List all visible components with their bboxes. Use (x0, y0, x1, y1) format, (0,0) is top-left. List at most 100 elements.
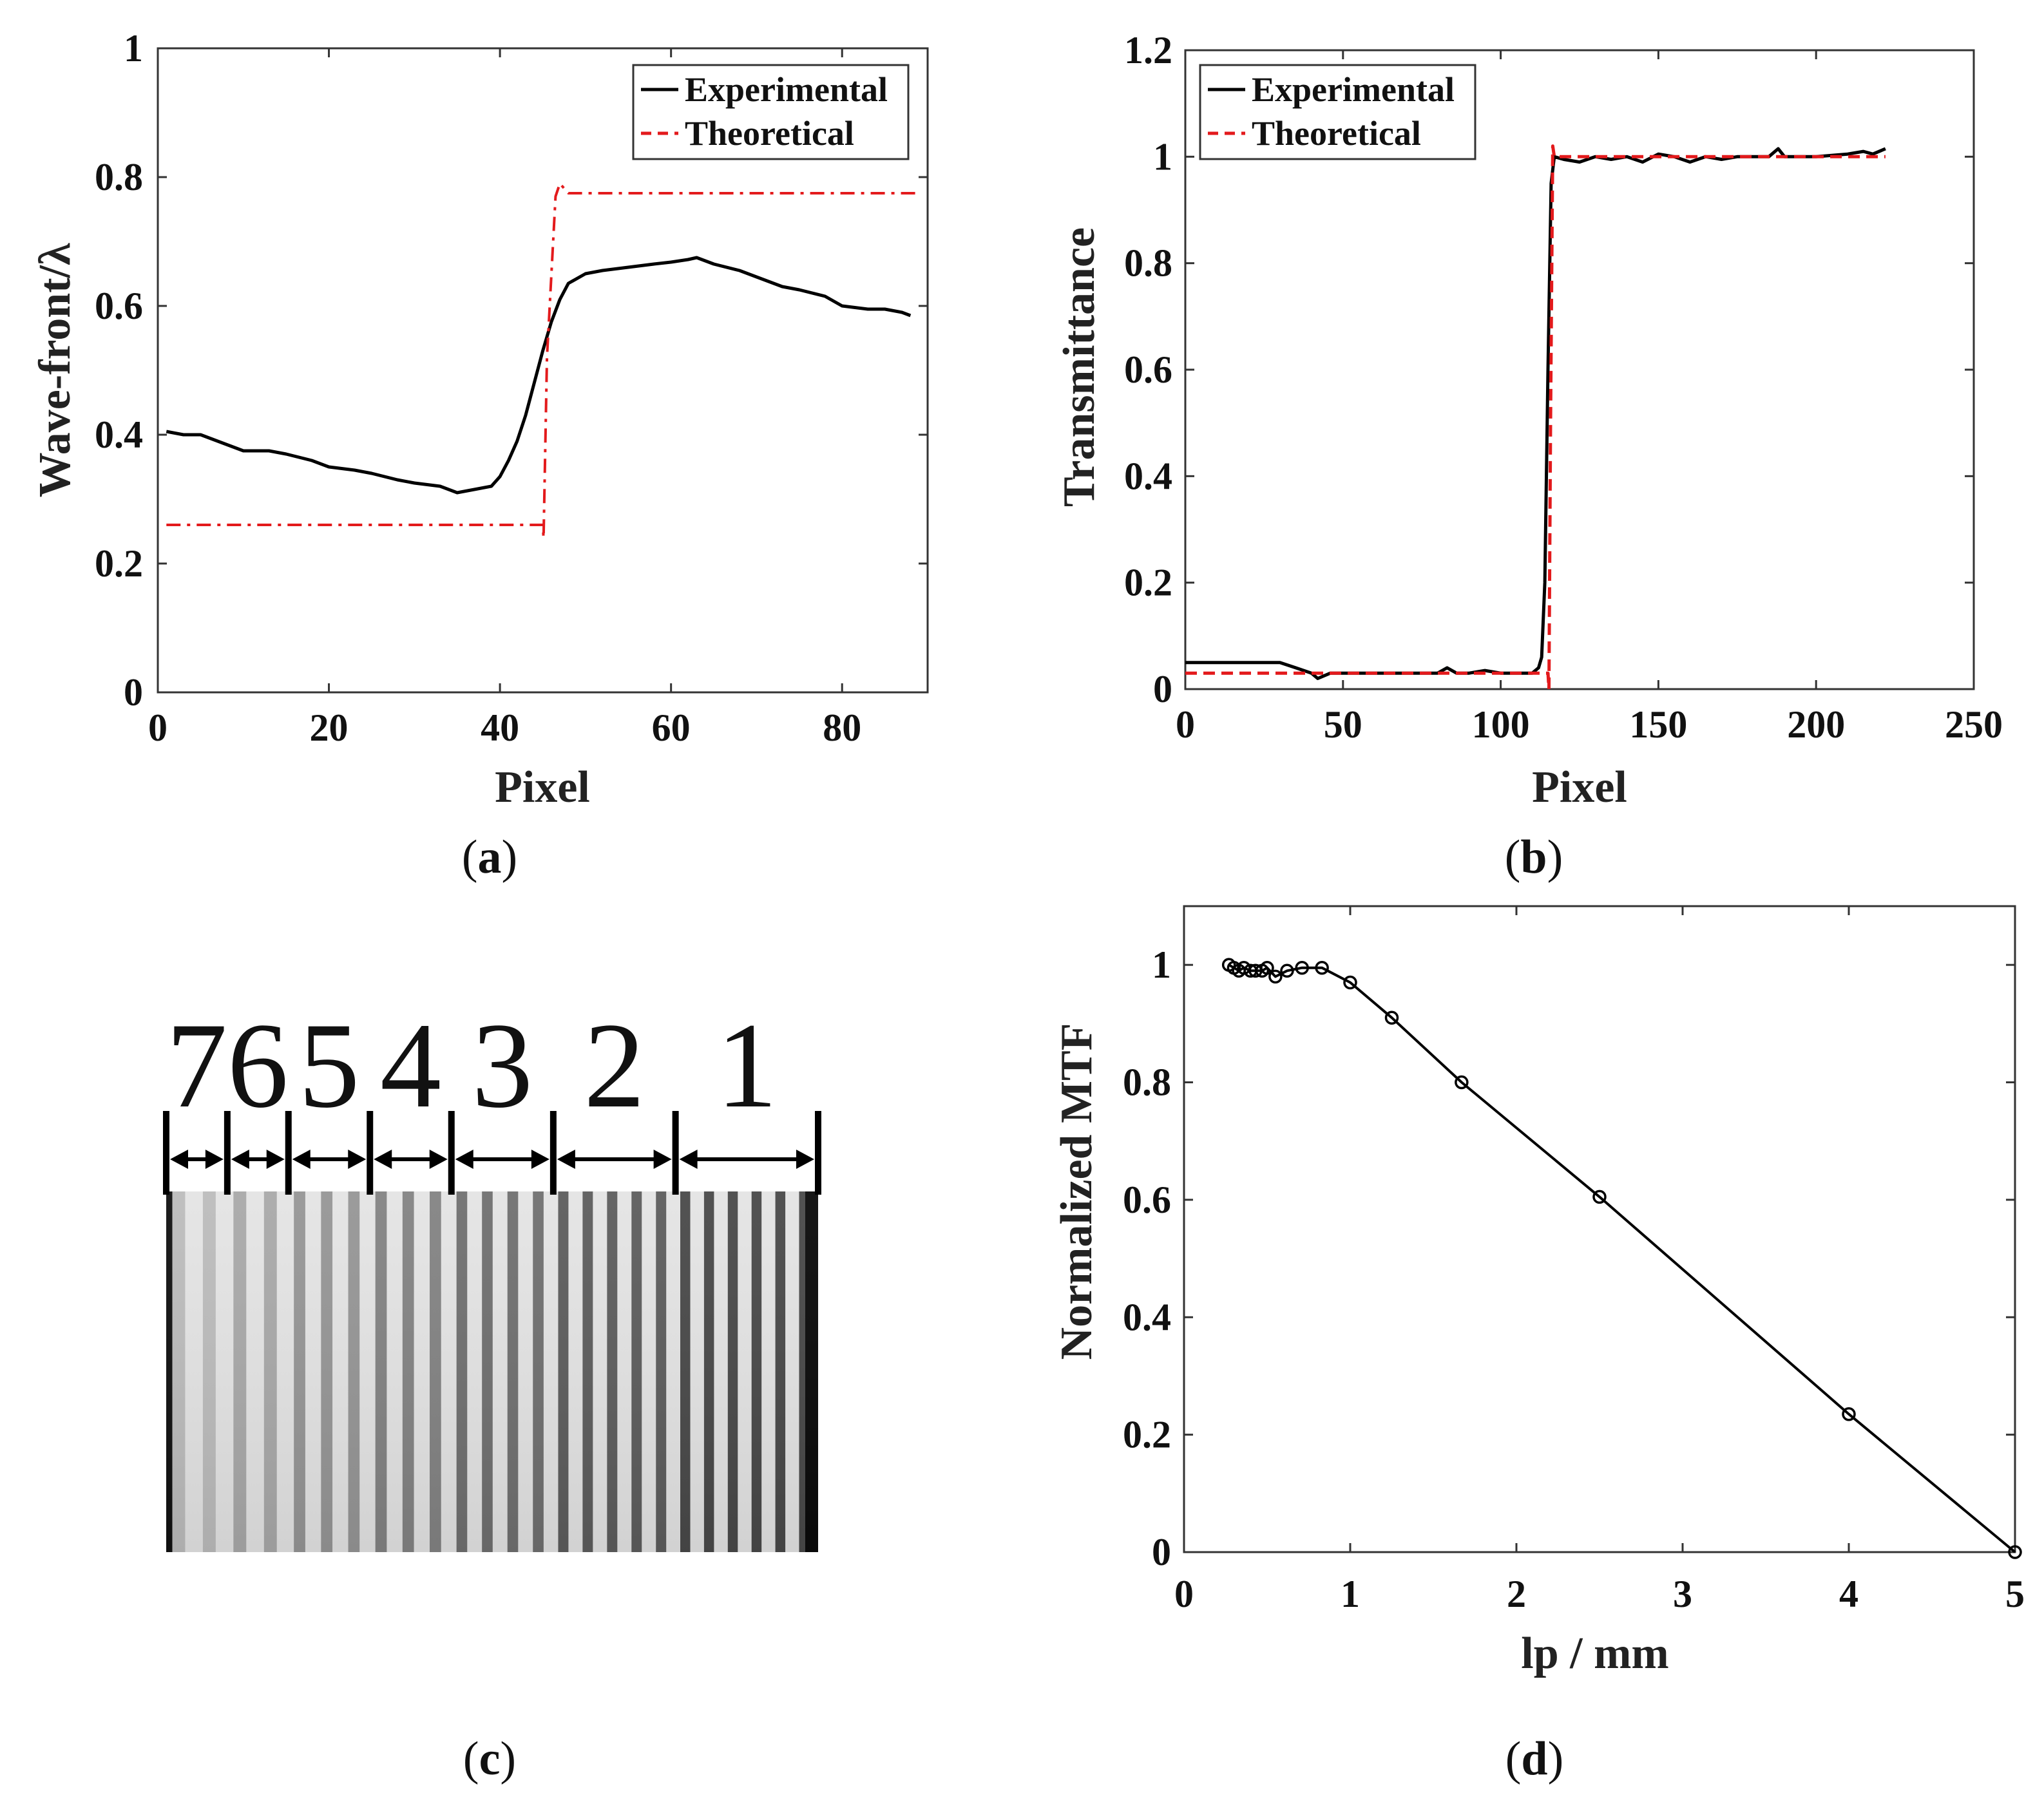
data-point-marker-d (1384, 1010, 1399, 1025)
data-point-marker-d (1455, 1075, 1469, 1090)
bar-group-label: 5 (299, 998, 360, 1133)
data-point-marker-d (1842, 1407, 1856, 1421)
x-tick-label-b: 150 (1629, 703, 1687, 746)
arrowhead-right (531, 1150, 549, 1169)
y-tick-label-a: 1 (124, 27, 143, 70)
x-tick-label-b: 100 (1472, 703, 1530, 746)
plot-area-a (157, 47, 929, 694)
y-tick-label-a: 0.8 (95, 156, 143, 198)
data-point-marker-d (1280, 963, 1294, 978)
chart-d: 0 1 2 3 4 5 0 0.2 0.4 0.6 0.8 1 lp / mm Normalized … (1052, 905, 2025, 1785)
legend-label-experimental-a: Experimental (685, 70, 888, 109)
arrowhead-right (796, 1150, 814, 1169)
y-tick-label-d: 1 (1152, 944, 1171, 986)
legend-b: Experimental Theoretical (1199, 64, 1476, 160)
data-point-marker-d (1343, 975, 1357, 990)
y-tick-label-d: 0.4 (1123, 1296, 1171, 1338)
bar-group-label: 6 (227, 998, 289, 1133)
legend-a: Experimental Theoretical (632, 64, 910, 160)
x-tick-label-d: 1 (1341, 1573, 1360, 1615)
x-tick-label-b: 250 (1945, 703, 2003, 746)
x-tick-label-a: 60 (652, 707, 691, 749)
series-line-theoretical-b (1185, 144, 1886, 691)
arrowhead-right (205, 1150, 224, 1169)
caption-b: (b) (1505, 831, 1563, 884)
arrowhead-left (374, 1150, 392, 1169)
caption-c: (c) (463, 1732, 516, 1785)
y-tick-label-b: 0.8 (1124, 242, 1172, 285)
bar-image-shading (166, 1191, 818, 1552)
arrowhead-left (557, 1150, 575, 1169)
x-tick-label-a: 0 (148, 707, 167, 749)
x-tick-label-b: 50 (1324, 703, 1362, 746)
x-tick-label-d: 5 (2005, 1573, 2025, 1615)
arrowhead-right (653, 1150, 672, 1169)
arrowhead-right (429, 1150, 448, 1169)
caption-d-letter: d (1521, 1732, 1547, 1785)
y-tick-label-a: 0.4 (95, 413, 143, 456)
x-tick-label-d: 2 (1507, 1573, 1526, 1615)
y-tick-label-b: 0 (1153, 668, 1172, 710)
arrowhead-left (679, 1150, 698, 1169)
caption-c-letter: c (479, 1732, 501, 1785)
data-point-marker-d (1315, 960, 1329, 975)
plot-area-d (1183, 905, 2016, 1553)
y-tick-label-a: 0 (124, 671, 143, 714)
series-line-experimental-a (166, 256, 912, 495)
arrowhead-left (170, 1150, 188, 1169)
series-line-experimental-b (1185, 147, 1886, 680)
x-tick-label-a: 80 (823, 707, 861, 749)
x-tick-label-d: 3 (1673, 1573, 1692, 1615)
caption-b-letter: b (1520, 831, 1547, 884)
y-axis-label-b: Transmittance (1055, 227, 1104, 507)
y-tick-label-a: 0.6 (95, 285, 143, 327)
y-axis-label-d: Normalized MTF (1052, 1023, 1102, 1360)
legend-label-experimental-b: Experimental (1252, 70, 1455, 109)
legend-label-theoretical-b: Theoretical (1252, 114, 1421, 153)
y-tick-label-b: 0.6 (1124, 348, 1172, 391)
x-tick-label-d: 0 (1174, 1573, 1194, 1615)
y-tick-label-d: 0.2 (1123, 1414, 1171, 1456)
y-tick-label-d: 0 (1152, 1531, 1171, 1573)
y-tick-label-b: 0.2 (1124, 562, 1172, 604)
x-tick-label-a: 20 (310, 707, 349, 749)
chart-b: 0 50 100 150 200 250 0 0.2 0.4 0.6 0.8 1 1.2 Pixel T… (1055, 29, 2003, 884)
x-axis-label-d: lp / mm (1521, 1629, 1668, 1678)
arrowhead-right (266, 1150, 285, 1169)
caption-d: (d) (1505, 1732, 1563, 1785)
y-tick-label-a: 0.2 (95, 542, 143, 585)
legend-label-theoretical-a: Theoretical (685, 114, 854, 153)
arrowhead-left (231, 1150, 249, 1169)
bar-group-label: 2 (584, 998, 645, 1133)
x-axis-label-b: Pixel (1532, 763, 1627, 812)
x-tick-label-d: 4 (1839, 1573, 1858, 1615)
bar-group-label: 7 (166, 998, 227, 1133)
data-point-marker-d (1268, 969, 1283, 984)
arrowhead-right (348, 1150, 367, 1169)
chart-a: 0 20 40 60 80 0 0.2 0.4 0.6 0.8 1 Pixel Wave-front… (30, 27, 929, 884)
caption-a-letter: a (478, 831, 502, 884)
y-tick-label-b: 0.4 (1124, 455, 1172, 497)
bar-group-label: 1 (716, 998, 778, 1133)
y-axis-label-a: Wave-front/λ (30, 243, 80, 497)
bar-group-label: 3 (472, 998, 533, 1133)
series-line-mtf-d (1228, 963, 2016, 1553)
y-tick-label-d: 0.6 (1123, 1179, 1171, 1221)
x-axis-label-a: Pixel (495, 763, 590, 812)
caption-a: (a) (462, 831, 517, 884)
data-point-marker-d (2008, 1545, 2022, 1559)
data-point-marker-d (1592, 1190, 1607, 1204)
x-tick-label-b: 200 (1787, 703, 1845, 746)
arrowhead-left (292, 1150, 310, 1169)
data-point-marker-d (1260, 960, 1274, 975)
x-tick-label-b: 0 (1176, 703, 1195, 746)
y-tick-label-b: 1 (1153, 135, 1172, 178)
x-tick-label-a: 40 (481, 707, 519, 749)
y-tick-label-d: 0.8 (1123, 1061, 1171, 1104)
arrowhead-left (455, 1150, 473, 1169)
bar-group-label: 4 (380, 998, 441, 1133)
series-line-theoretical-a (166, 182, 919, 539)
y-tick-label-b: 1.2 (1124, 29, 1172, 71)
data-point-marker-d (1295, 960, 1309, 975)
